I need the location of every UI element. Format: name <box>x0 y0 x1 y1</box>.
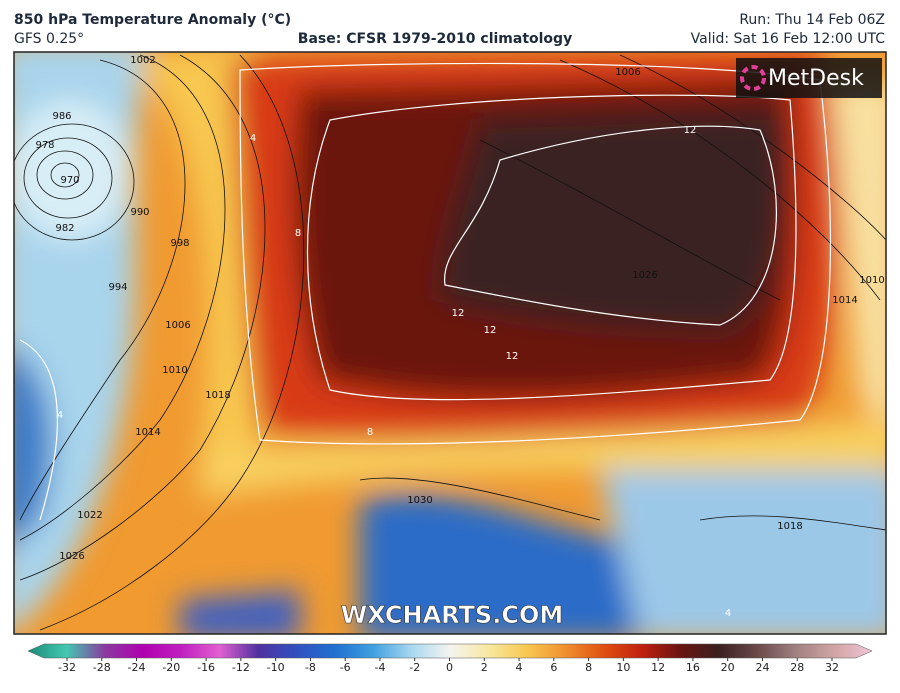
colorbar-tick-label: 2 <box>481 661 488 674</box>
contour-labels: 1002100698697897098299099899410061010101… <box>35 55 884 619</box>
colorbar-tick-label: 0 <box>446 661 453 674</box>
colorbar-tick-label: 10 <box>616 661 630 674</box>
model: GFS 0.25° <box>14 31 84 47</box>
isotherm-label: 12 <box>452 308 465 319</box>
colorbar-tick-label: -24 <box>128 661 146 674</box>
isotherm-label: 4 <box>250 133 256 144</box>
isotherm-label: 12 <box>684 125 697 136</box>
colorbar-tick-label: 20 <box>721 661 735 674</box>
isobar-label: 1030 <box>407 495 432 506</box>
colorbar-tick-label: -8 <box>305 661 316 674</box>
isobar-label: 1018 <box>777 521 802 532</box>
colorbar-tick-label: -2 <box>409 661 420 674</box>
isobar-label: 1022 <box>77 510 102 521</box>
isobar-label: 1010 <box>162 365 187 376</box>
colorbar-tick-label: 16 <box>686 661 700 674</box>
valid: Valid: Sat 16 Feb 12:00 UTC <box>691 31 886 47</box>
colorbar-tick-label: -28 <box>93 661 111 674</box>
colorbar-tick-label: 4 <box>516 661 523 674</box>
logo: MetDesk <box>768 66 864 91</box>
isobar-label: 970 <box>60 175 79 186</box>
map-frame <box>13 51 887 635</box>
isotherm-label: 8 <box>367 427 373 438</box>
logo-box <box>736 58 882 98</box>
colorbar: -32 -28 -24 -20 -16 -12 -10 -8 -6 -4 -2 0 2 4 6 8 10 12 16… <box>27 643 873 674</box>
isobar-label: 1010 <box>859 275 884 286</box>
isobar-label: 982 <box>55 223 74 234</box>
isobar-label: 1002 <box>130 55 155 66</box>
colorbar-tick-label: 8 <box>585 661 592 674</box>
isobar-label: 1014 <box>135 427 160 438</box>
anomaly-field <box>14 52 886 634</box>
isotherm-label: 4 <box>57 410 63 421</box>
colorbar-bar <box>27 643 873 659</box>
colorbar-tick-label: -6 <box>340 661 351 674</box>
isobar-label: 1014 <box>832 295 857 306</box>
isobar-label: 1026 <box>632 270 657 281</box>
isotherm-label: 12 <box>484 325 497 336</box>
colorbar-tick-label: -12 <box>232 661 250 674</box>
isobar-label: 998 <box>170 238 189 249</box>
isotherm-label: 12 <box>506 351 519 362</box>
isobars <box>14 54 886 631</box>
isobar-label: 994 <box>108 282 127 293</box>
isotherm-label: 8 <box>295 228 301 239</box>
logo-icon <box>740 65 766 91</box>
base: Base: CFSR 1979-2010 climatology <box>298 31 572 47</box>
isotherms <box>19 62 831 521</box>
isobar-label: 990 <box>130 207 149 218</box>
isobar-label: 986 <box>52 111 71 122</box>
isobar-label: 978 <box>35 140 54 151</box>
colorbar-tick-label: 32 <box>825 661 839 674</box>
colorbar-tick-label: 6 <box>550 661 557 674</box>
colorbar-tick-label: -20 <box>162 661 180 674</box>
title: 850 hPa Temperature Anomaly (°C) <box>14 12 291 28</box>
colorbar-tick-label: -32 <box>58 661 76 674</box>
isobar-label: 1006 <box>165 320 190 331</box>
run: Run: Thu 14 Feb 06Z <box>739 12 885 28</box>
colorbar-tick-label: 28 <box>790 661 804 674</box>
isobar-label: 1018 <box>205 390 230 401</box>
colorbar-tick-label: 12 <box>651 661 665 674</box>
colorbar-tick-label: -10 <box>267 661 285 674</box>
isobar-label: 1026 <box>59 551 84 562</box>
isobar-label: 1006 <box>615 67 640 78</box>
isotherm-label: 4 <box>725 608 731 619</box>
colorbar-tick-label: 24 <box>755 661 769 674</box>
colorbar-tick-label: -4 <box>374 661 385 674</box>
watermark: WXCHARTS.COM <box>341 601 563 629</box>
colorbar-tick-label: -16 <box>197 661 215 674</box>
map <box>14 52 886 634</box>
